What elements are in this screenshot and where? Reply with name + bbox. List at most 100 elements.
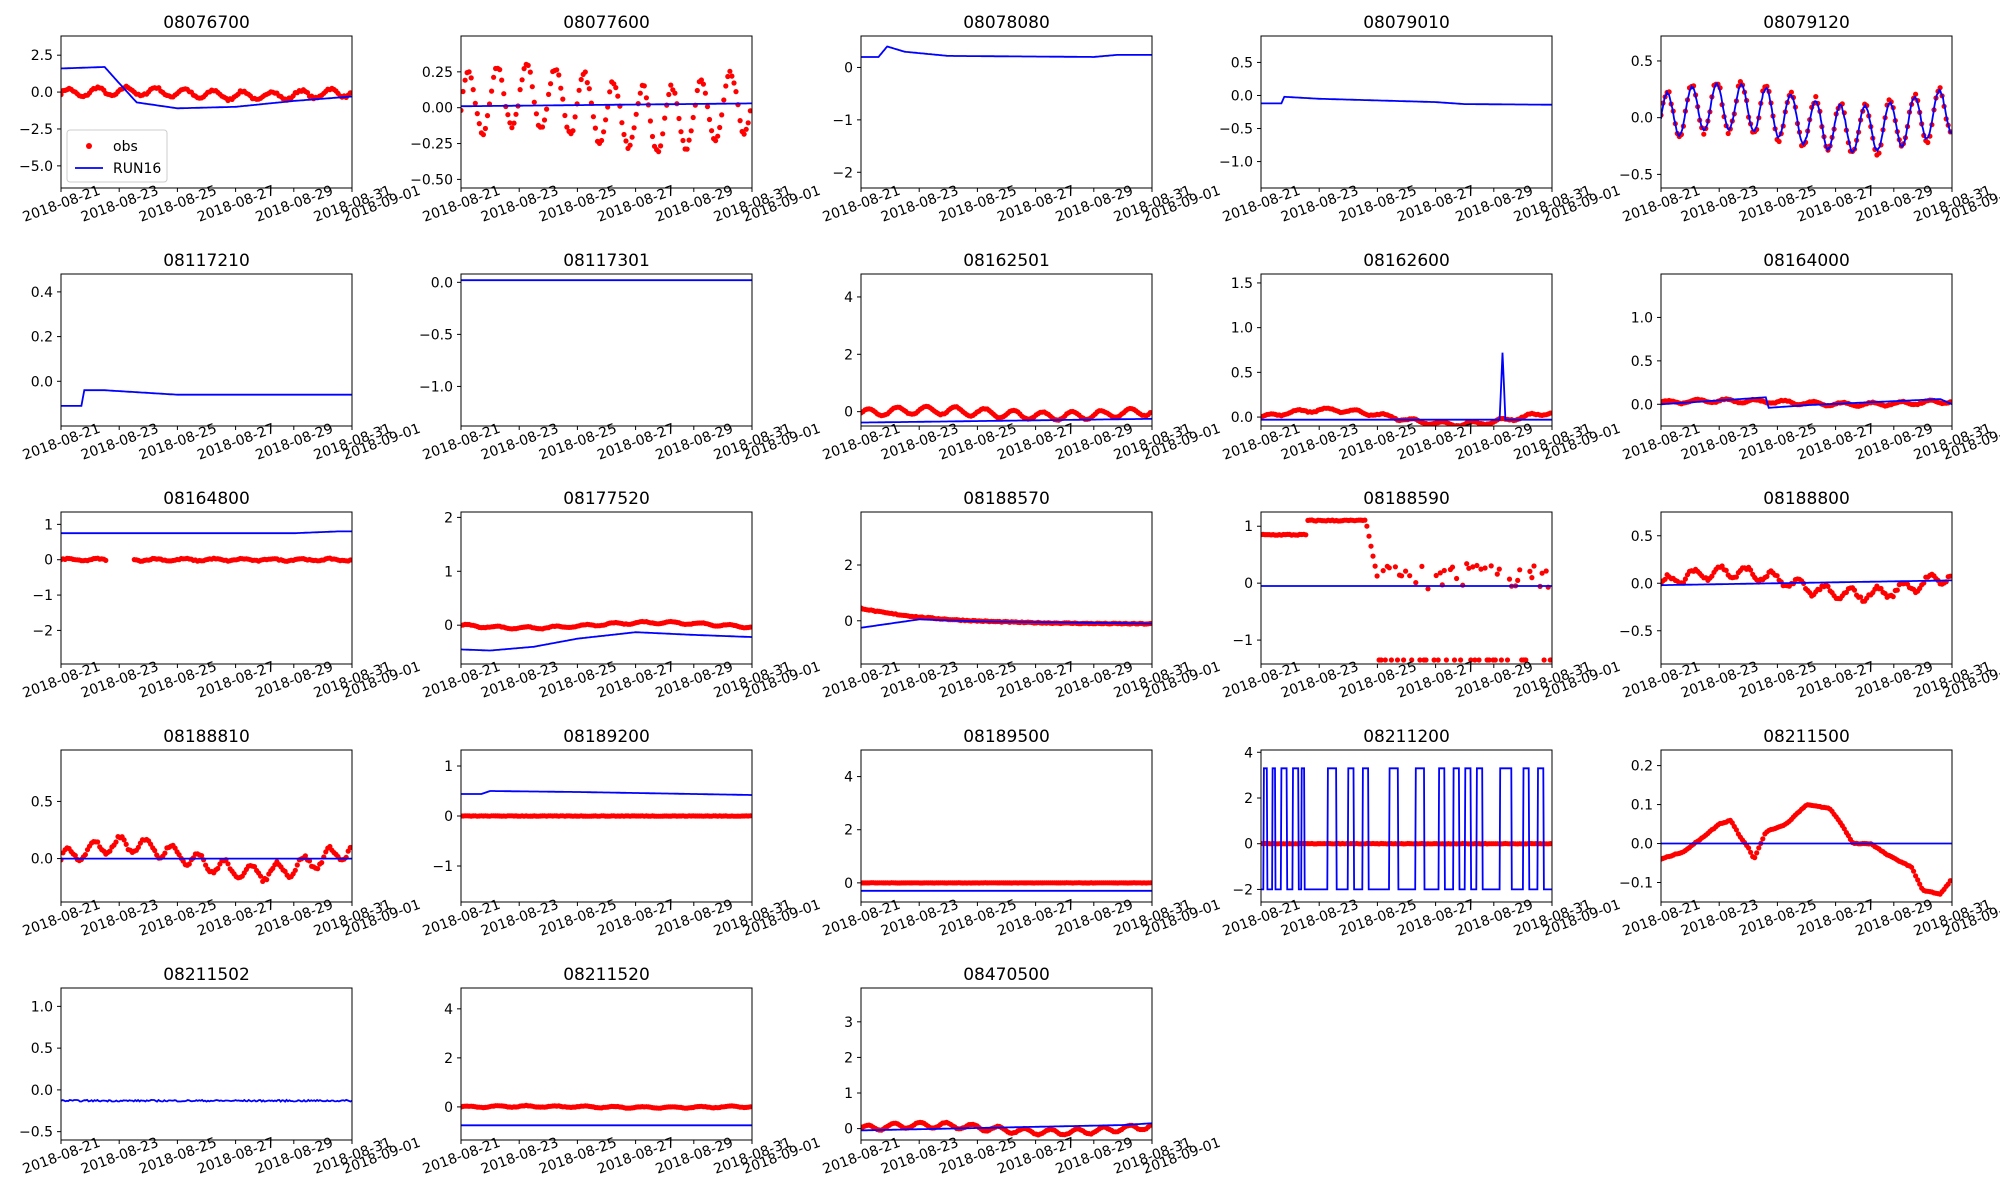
obs-point xyxy=(721,97,727,103)
obs-point xyxy=(1662,576,1668,582)
subplot-title: 08079120 xyxy=(1763,13,1850,33)
y-tick-label: 4 xyxy=(844,770,853,786)
obs-point xyxy=(1468,657,1474,663)
obs-point xyxy=(603,117,609,123)
obs-point xyxy=(1388,657,1394,663)
obs-point xyxy=(1748,849,1754,855)
obs-point xyxy=(1754,850,1760,856)
obs-point xyxy=(1937,85,1943,91)
run16-line xyxy=(861,618,1152,629)
subplot-08211502: 082115021.00.50.0−0.52018-08-212018-08-2… xyxy=(19,965,423,1178)
subplot-title: 08162600 xyxy=(1363,251,1450,271)
subplot-title: 08211200 xyxy=(1363,727,1450,747)
obs-point xyxy=(1419,563,1425,570)
subplot-08189500: 081895004202018-08-212018-08-232018-08-2… xyxy=(821,727,1223,940)
obs-point xyxy=(584,80,590,86)
obs-point xyxy=(484,113,491,119)
run16-line xyxy=(1261,352,1552,421)
obs-point xyxy=(627,142,633,148)
subplot-08076700: 080767002.50.0−2.5−5.02018-08-212018-08-… xyxy=(19,13,423,226)
y-tick-label: 1.0 xyxy=(31,999,53,1015)
obs-point xyxy=(468,75,474,81)
obs-point xyxy=(662,115,668,121)
obs-point xyxy=(1701,131,1707,137)
subplot-title: 08188590 xyxy=(1363,489,1450,509)
y-tick-label: 0.25 xyxy=(422,65,453,81)
obs-point xyxy=(1709,573,1715,579)
subplot-08188570: 08188570202018-08-212018-08-232018-08-25… xyxy=(821,489,1223,702)
y-tick-label: 0.0 xyxy=(1231,410,1253,426)
obs-point xyxy=(1947,573,1952,579)
subplot-08162501: 081625014202018-08-212018-08-232018-08-2… xyxy=(821,251,1223,464)
y-tick-label: −0.50 xyxy=(410,172,453,188)
obs-point xyxy=(660,131,666,137)
obs-point xyxy=(649,133,656,140)
run16-line xyxy=(61,389,352,407)
obs-point xyxy=(647,118,654,124)
obs-point xyxy=(103,557,109,564)
obs-point xyxy=(258,873,264,879)
obs-point xyxy=(698,77,705,83)
obs-point xyxy=(637,90,643,96)
subplot-08177520: 081775202102018-08-212018-08-232018-08-2… xyxy=(421,489,823,702)
plot-area xyxy=(1661,79,1952,158)
subplot-title: 08077600 xyxy=(563,13,650,33)
obs-point xyxy=(1913,91,1919,97)
y-tick-label: −2 xyxy=(1232,882,1253,898)
obs-point xyxy=(743,126,749,132)
y-tick-label: 0 xyxy=(1244,837,1253,853)
run16-line xyxy=(1661,396,1952,409)
y-tick-label: 0.0 xyxy=(431,275,453,291)
obs-point xyxy=(613,85,619,91)
axes-frame xyxy=(460,273,753,427)
run16-line xyxy=(1261,95,1552,106)
y-tick-label: −0.5 xyxy=(1619,167,1653,183)
obs-point xyxy=(678,129,684,135)
subplot-08211520: 082115204202018-08-212018-08-232018-08-2… xyxy=(421,965,823,1178)
plot-area xyxy=(1661,563,1952,604)
plot-area xyxy=(1661,802,1952,897)
obs-point xyxy=(1764,83,1770,89)
obs-point xyxy=(727,68,733,74)
obs-point xyxy=(1378,657,1384,663)
subplot-title: 08078080 xyxy=(963,13,1050,33)
y-tick-label: −1 xyxy=(832,113,853,129)
run16-line xyxy=(461,102,752,108)
subplot-title: 08079010 xyxy=(1363,13,1450,33)
obs-point xyxy=(733,89,739,95)
obs-point xyxy=(1746,845,1752,851)
axes-frame xyxy=(460,511,753,665)
obs-point xyxy=(747,1104,752,1110)
obs-point xyxy=(1547,410,1552,416)
obs-point xyxy=(1543,568,1549,574)
obs-point xyxy=(1748,567,1754,573)
axes-frame xyxy=(60,749,353,903)
obs-point xyxy=(558,85,564,91)
obs-point xyxy=(1498,657,1504,663)
subplot-title: 08164800 xyxy=(163,489,250,509)
y-tick-label: 0.0 xyxy=(31,1083,53,1099)
obs-point xyxy=(1788,89,1794,95)
obs-point xyxy=(1492,657,1498,663)
obs-point xyxy=(546,91,552,97)
obs-point xyxy=(582,69,588,75)
obs-point xyxy=(82,852,88,858)
axes-frame xyxy=(860,273,1153,427)
obs-point xyxy=(1394,657,1401,663)
y-tick-label: 1 xyxy=(1244,519,1253,535)
y-tick-label: 1.0 xyxy=(1631,310,1653,326)
obs-point xyxy=(586,86,592,92)
subplot-08188590: 0818859010−12018-08-212018-08-232018-08-… xyxy=(1221,489,1623,702)
axes-frame xyxy=(460,987,753,1141)
run16-line xyxy=(61,530,352,535)
obs-point xyxy=(1878,585,1884,592)
y-tick-label: 2 xyxy=(1244,791,1253,807)
obs-point xyxy=(474,111,480,117)
obs-point xyxy=(1925,139,1931,146)
y-tick-label: 2 xyxy=(844,1050,853,1066)
obs-point xyxy=(702,90,709,96)
obs-point xyxy=(1433,572,1439,579)
obs-point xyxy=(713,138,719,144)
y-tick-label: −1.0 xyxy=(1219,155,1253,171)
subplot-08470500: 0847050032102018-08-212018-08-232018-08-… xyxy=(821,965,1223,1178)
